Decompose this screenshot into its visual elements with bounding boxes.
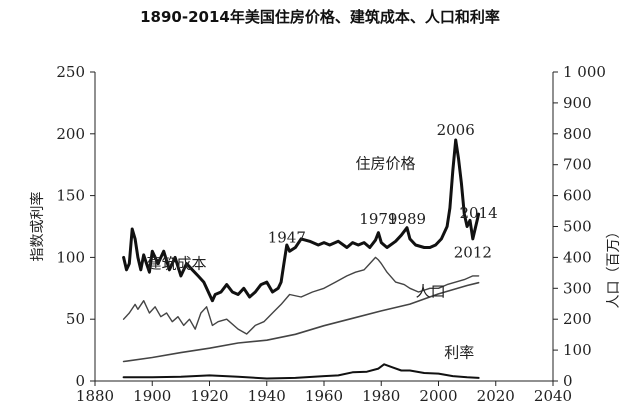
y-right-tick-label: 700	[563, 156, 592, 174]
y-left-tick-label: 50	[66, 310, 85, 328]
y-right-tick-label: 100	[563, 341, 592, 359]
year-annotation-2006: 2006	[437, 121, 475, 139]
y-right-tick-label: 600	[563, 187, 592, 205]
year-annotation-2012: 2012	[454, 243, 492, 261]
y-right-axis-title: 人口（百万）	[606, 225, 622, 309]
y-right-tick-label: 500	[563, 218, 592, 236]
interest-rate-label: 利率	[444, 344, 474, 362]
page-title: 1890-2014年美国住房价格、建筑成本、人口和利率	[140, 8, 500, 26]
year-annotation-2014: 2014	[459, 204, 497, 222]
x-tick-label: 2040	[534, 387, 572, 405]
year-annotation-1947: 1947	[268, 229, 306, 247]
x-tick-label: 1880	[76, 387, 114, 405]
y-right-tick-label: 1 000	[563, 63, 606, 81]
y-right-tick-label: 800	[563, 125, 592, 143]
series-group	[122, 138, 481, 380]
interest-rate-line	[122, 363, 480, 380]
construction-cost-line	[122, 256, 480, 335]
y-right-tick-label: 0	[563, 372, 573, 390]
x-tick-label: 1940	[248, 387, 286, 405]
year-annotation-1989: 1989	[388, 210, 426, 228]
y-left-tick-label: 150	[56, 187, 85, 205]
house-price-line	[122, 138, 481, 303]
x-tick-label: 2000	[419, 387, 457, 405]
x-tick-label: 1920	[190, 387, 228, 405]
y-right-tick-label: 300	[563, 279, 592, 297]
y-right-tick-label: 400	[563, 248, 592, 266]
x-tick-label: 1900	[133, 387, 171, 405]
y-right-tick-label: 900	[563, 94, 592, 112]
y-left-tick-label: 200	[56, 125, 85, 143]
x-tick-label: 1960	[305, 387, 343, 405]
y-left-tick-label: 250	[56, 63, 85, 81]
population-line	[122, 281, 480, 363]
construction-cost-label: 建筑成本	[147, 255, 207, 273]
axes: 1880 1900 1920 1940 1960 1980 2000 2020 20400501…	[29, 63, 622, 405]
y-left-axis-title: 指数或利率	[29, 192, 46, 262]
y-left-tick-label: 100	[56, 248, 85, 266]
year-annotation-1979: 1979	[359, 210, 397, 228]
y-right-tick-label: 200	[563, 310, 592, 328]
y-left-tick-label: 0	[75, 372, 85, 390]
population-label: 人口	[416, 283, 446, 301]
x-tick-label: 1980	[362, 387, 400, 405]
x-tick-label: 2020	[477, 387, 515, 405]
house-price-label: 住房价格	[355, 154, 415, 172]
